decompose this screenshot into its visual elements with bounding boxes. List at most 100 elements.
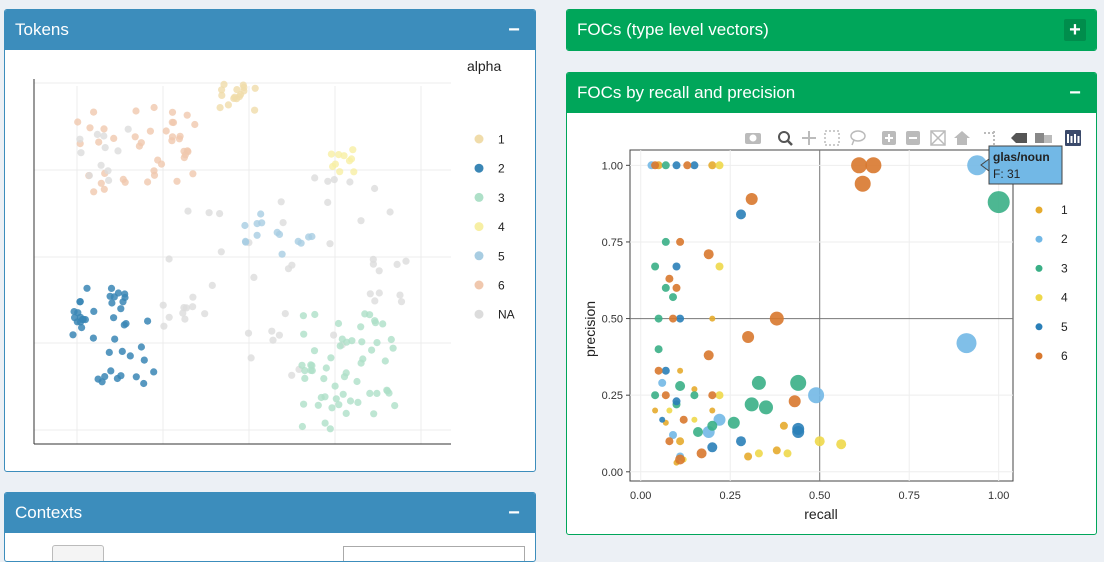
data-point[interactable] xyxy=(851,157,868,174)
data-point[interactable] xyxy=(672,283,681,292)
data-point[interactable] xyxy=(792,422,805,435)
data-point[interactable] xyxy=(654,345,663,354)
focs-recall-collapse-button[interactable]: − xyxy=(1069,82,1081,104)
data-point[interactable] xyxy=(788,395,801,408)
data-point[interactable] xyxy=(783,449,792,458)
data-point[interactable] xyxy=(708,391,717,400)
data-point[interactable] xyxy=(676,437,685,446)
zoom-out-icon[interactable] xyxy=(906,131,920,145)
data-point[interactable] xyxy=(690,161,699,170)
token-point xyxy=(241,237,250,245)
data-point[interactable] xyxy=(703,350,714,361)
data-point[interactable] xyxy=(672,397,681,406)
tokens-plot[interactable]: alpha 1 2 3 4 5 6 NA xyxy=(5,51,535,472)
lasso-icon[interactable] xyxy=(850,130,866,146)
data-point[interactable] xyxy=(691,416,698,423)
data-point[interactable] xyxy=(661,283,670,292)
data-point[interactable] xyxy=(707,420,718,431)
contexts-search-input[interactable] xyxy=(343,546,525,561)
data-point[interactable] xyxy=(665,437,674,446)
data-point[interactable] xyxy=(677,367,684,374)
data-point[interactable] xyxy=(736,436,746,447)
data-point[interactable] xyxy=(736,209,746,220)
data-point[interactable] xyxy=(691,386,698,393)
pan-icon[interactable] xyxy=(802,131,816,145)
data-point[interactable] xyxy=(703,249,714,260)
data-point[interactable] xyxy=(676,314,685,323)
data-point[interactable] xyxy=(676,237,685,246)
data-point[interactable] xyxy=(987,191,1010,214)
data-point[interactable] xyxy=(669,293,677,302)
camera-icon[interactable] xyxy=(745,133,761,144)
plotly-logo-icon[interactable] xyxy=(1065,130,1081,146)
data-point[interactable] xyxy=(836,439,847,450)
data-point[interactable] xyxy=(658,378,667,387)
data-point[interactable] xyxy=(745,193,758,205)
focs-scatter-plot[interactable]: 0.00 0.25 0.50 0.75 1.00 0.00 0.25 0.50 0.75 1.00… xyxy=(567,114,1096,535)
data-point[interactable] xyxy=(772,446,781,455)
data-point[interactable] xyxy=(744,452,753,461)
data-point[interactable] xyxy=(790,374,807,391)
data-point[interactable] xyxy=(654,366,663,375)
data-point[interactable] xyxy=(742,331,755,343)
data-point[interactable] xyxy=(865,157,882,174)
data-point[interactable] xyxy=(672,262,681,271)
data-point[interactable] xyxy=(727,416,740,429)
data-point[interactable] xyxy=(779,421,788,430)
data-point[interactable] xyxy=(715,391,724,400)
tokens-collapse-button[interactable]: − xyxy=(508,19,520,41)
data-point[interactable] xyxy=(661,391,670,400)
data-point[interactable] xyxy=(690,391,699,400)
data-point[interactable] xyxy=(759,400,773,415)
data-point[interactable] xyxy=(654,314,663,323)
data-point[interactable] xyxy=(713,413,726,426)
hover-compare-icon[interactable] xyxy=(1035,133,1052,143)
data-point[interactable] xyxy=(666,407,673,414)
data-point[interactable] xyxy=(651,391,660,400)
reset-axes-icon[interactable] xyxy=(954,131,970,145)
data-point[interactable] xyxy=(708,161,717,170)
data-point[interactable] xyxy=(665,274,674,283)
data-point[interactable] xyxy=(652,407,659,414)
data-point[interactable] xyxy=(672,161,681,170)
zoom-in-icon[interactable] xyxy=(882,131,896,145)
contexts-collapse-button[interactable]: − xyxy=(508,502,520,524)
focs-type-expand-button[interactable]: + xyxy=(1064,19,1086,41)
data-point[interactable] xyxy=(669,314,677,323)
data-point[interactable] xyxy=(709,315,716,322)
spike-lines-icon[interactable] xyxy=(984,131,995,145)
data-point[interactable] xyxy=(967,155,988,176)
data-point[interactable] xyxy=(709,407,716,414)
autoscale-icon[interactable] xyxy=(930,130,946,146)
contexts-control[interactable] xyxy=(52,545,104,561)
data-point[interactable] xyxy=(814,436,825,447)
data-point[interactable] xyxy=(808,387,825,404)
data-point[interactable] xyxy=(679,415,688,424)
data-point[interactable] xyxy=(661,366,670,375)
hover-closest-icon[interactable] xyxy=(1011,133,1027,143)
data-point[interactable] xyxy=(715,262,724,271)
data-point[interactable] xyxy=(696,448,707,459)
data-point[interactable] xyxy=(754,449,763,458)
data-point[interactable] xyxy=(651,262,660,271)
data-point[interactable] xyxy=(715,161,724,170)
data-point[interactable] xyxy=(669,431,677,439)
zoom-icon[interactable] xyxy=(778,131,793,146)
data-point[interactable] xyxy=(751,375,766,390)
data-point[interactable] xyxy=(854,175,871,192)
data-point[interactable] xyxy=(683,161,692,170)
data-point[interactable] xyxy=(675,454,686,465)
box-select-icon[interactable] xyxy=(824,130,840,146)
data-point[interactable] xyxy=(661,237,670,246)
data-point[interactable] xyxy=(651,161,660,170)
legend-swatch xyxy=(474,134,484,144)
token-point xyxy=(150,171,159,179)
data-point[interactable] xyxy=(675,381,686,391)
data-point[interactable] xyxy=(707,442,718,453)
data-point[interactable] xyxy=(659,416,666,423)
data-point[interactable] xyxy=(693,427,703,437)
data-point[interactable] xyxy=(661,161,670,170)
data-point[interactable] xyxy=(956,333,977,354)
data-point[interactable] xyxy=(744,397,759,412)
data-point[interactable] xyxy=(769,311,784,326)
